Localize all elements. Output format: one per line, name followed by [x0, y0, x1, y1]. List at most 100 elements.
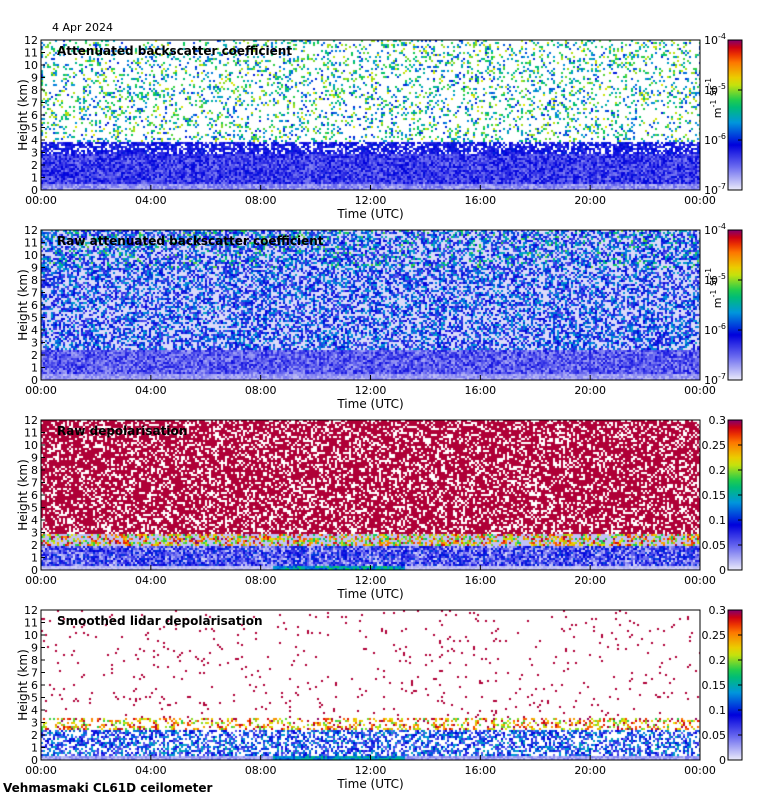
x-tick-label: 00:00: [25, 384, 57, 397]
y-tick-label: 12: [24, 414, 38, 427]
y-tick-label: 2: [31, 349, 38, 362]
x-tick-label: 12:00: [355, 194, 387, 207]
y-tick-label: 1: [31, 742, 38, 755]
instrument-label: Vehmasmaki CL61D ceilometer: [3, 781, 212, 795]
y-tick-label: 11: [24, 237, 38, 250]
x-tick-label: 20:00: [574, 764, 606, 777]
heatmap-field: [41, 230, 700, 380]
x-tick-label: 16:00: [464, 574, 496, 587]
x-tick-label: 00:00: [684, 384, 716, 397]
y-tick-label: 8: [31, 274, 38, 287]
y-tick-label: 11: [24, 427, 38, 440]
y-tick-label: 2: [31, 539, 38, 552]
y-tick-label: 9: [31, 452, 38, 465]
colorbar-tick-label: 10-4: [704, 222, 726, 237]
x-tick-label: 16:00: [464, 194, 496, 207]
x-tick-label: 00:00: [25, 574, 57, 587]
panel-4: Smoothed lidar depolarisation01234567891…: [16, 604, 743, 791]
y-tick-label: 6: [31, 109, 38, 122]
y-tick-label: 11: [24, 47, 38, 60]
y-tick-label: 9: [31, 72, 38, 85]
y-tick-label: 1: [31, 362, 38, 375]
x-tick-label: 04:00: [135, 384, 167, 397]
y-tick-label: 4: [31, 704, 38, 717]
colorbar-tick-label: 10-7: [704, 182, 726, 197]
panels: Attenuated backscatter coefficient012345…: [16, 32, 743, 791]
colorbar-tick-label: 10-6: [704, 132, 726, 147]
y-tick-label: 7: [31, 667, 38, 680]
y-tick-label: 8: [31, 654, 38, 667]
x-tick-label: 08:00: [245, 194, 277, 207]
y-tick-label: 4: [31, 514, 38, 527]
y-tick-label: 2: [31, 159, 38, 172]
colorbar-tick-label: 10-6: [704, 322, 726, 337]
colorbar-tick-label: 0.05: [702, 539, 727, 552]
y-tick-label: 6: [31, 679, 38, 692]
y-axis-label: Height (km): [16, 269, 30, 340]
colorbar-tick-label: 0.1: [709, 704, 727, 717]
heatmap-field: [41, 610, 700, 760]
colorbar: [727, 229, 743, 381]
x-tick-label: 20:00: [574, 574, 606, 587]
y-tick-label: 12: [24, 224, 38, 237]
y-tick-label: 0: [31, 564, 38, 577]
panel-title: Raw attenuated backscatter coefficient: [57, 234, 324, 248]
y-tick-label: 4: [31, 134, 38, 147]
y-axis-label: Height (km): [16, 649, 30, 720]
y-axis-label: Height (km): [16, 79, 30, 150]
x-tick-label: 00:00: [25, 764, 57, 777]
y-tick-label: 3: [31, 337, 38, 350]
y-tick-label: 10: [24, 439, 38, 452]
colorbar-tick-label: 0.1: [709, 514, 727, 527]
colorbar-tick-label: 0.2: [709, 464, 727, 477]
y-tick-label: 1: [31, 552, 38, 565]
y-tick-label: 0: [31, 754, 38, 767]
date-label: 4 Apr 2024: [52, 21, 113, 34]
y-tick-label: 12: [24, 34, 38, 47]
colorbar: [727, 39, 743, 191]
panel-title: Smoothed lidar depolarisation: [57, 614, 263, 628]
y-tick-label: 10: [24, 629, 38, 642]
x-tick-label: 00:00: [684, 194, 716, 207]
y-tick-label: 5: [31, 502, 38, 515]
y-tick-label: 7: [31, 287, 38, 300]
y-tick-label: 11: [24, 617, 38, 630]
x-tick-label: 04:00: [135, 574, 167, 587]
colorbar-tick-label: 0.3: [709, 414, 727, 427]
x-tick-label: 12:00: [355, 384, 387, 397]
x-tick-label: 00:00: [684, 764, 716, 777]
y-tick-label: 3: [31, 527, 38, 540]
heatmap-field: [41, 40, 700, 190]
x-tick-label: 08:00: [245, 384, 277, 397]
y-tick-label: 5: [31, 122, 38, 135]
y-tick-label: 7: [31, 97, 38, 110]
x-tick-label: 08:00: [245, 574, 277, 587]
y-tick-label: 8: [31, 464, 38, 477]
colorbar-tick-label: 0.2: [709, 654, 727, 667]
y-tick-label: 7: [31, 477, 38, 490]
y-tick-label: 3: [31, 717, 38, 730]
heatmap-field: [41, 420, 700, 570]
panel-2: Raw attenuated backscatter coefficient01…: [16, 222, 743, 411]
panel-title: Attenuated backscatter coefficient: [57, 44, 292, 58]
y-tick-label: 10: [24, 59, 38, 72]
y-tick-label: 5: [31, 692, 38, 705]
x-tick-label: 20:00: [574, 194, 606, 207]
x-tick-label: 16:00: [464, 384, 496, 397]
y-tick-label: 8: [31, 84, 38, 97]
colorbar-tick-label: 0.15: [702, 679, 727, 692]
y-tick-label: 6: [31, 299, 38, 312]
x-tick-label: 12:00: [355, 574, 387, 587]
y-tick-label: 9: [31, 642, 38, 655]
x-tick-label: 08:00: [245, 764, 277, 777]
colorbar-tick-label: 10-4: [704, 32, 726, 47]
x-axis-label: Time (UTC): [336, 777, 403, 791]
panel-title: Raw depolarisation: [57, 424, 187, 438]
y-axis-label: Height (km): [16, 459, 30, 530]
x-tick-label: 00:00: [25, 194, 57, 207]
colorbar-tick-label: 10-7: [704, 372, 726, 387]
colorbar-tick-label: 0.3: [709, 604, 727, 617]
colorbar-tick-label: 0.25: [702, 629, 727, 642]
x-axis-label: Time (UTC): [336, 397, 403, 411]
